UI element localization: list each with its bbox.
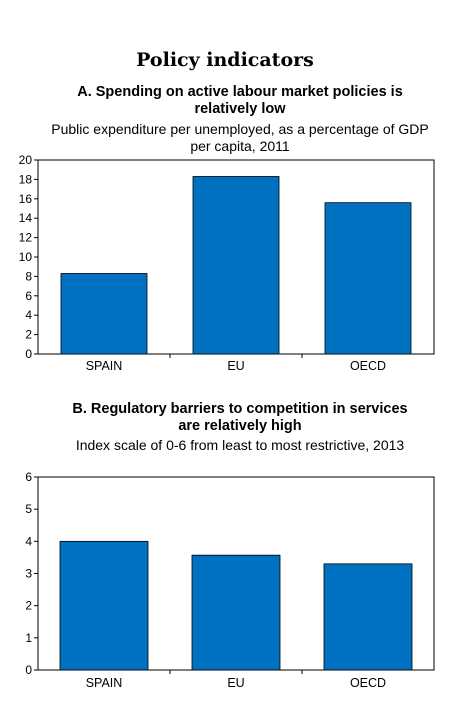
chart-a-ytick-label: 8 bbox=[25, 269, 32, 283]
chart-a-ytick-label: 14 bbox=[19, 211, 33, 225]
chart-a-bar-spain bbox=[60, 273, 148, 355]
chart-a-subtitle: Public expenditure per unemployed, as a … bbox=[51, 121, 429, 154]
chart-a-bar-eu bbox=[192, 176, 280, 355]
chart-a-ytick-label: 0 bbox=[25, 347, 32, 361]
chart-b-ytick-label: 1 bbox=[25, 631, 32, 645]
chart-b-ytick-label: 3 bbox=[25, 567, 32, 581]
chart-a-title: A. Spending on active labour market poli… bbox=[77, 84, 403, 117]
chart-b-ytick-label: 4 bbox=[25, 534, 32, 548]
chart-a-category-label: SPAIN bbox=[86, 359, 123, 373]
chart-b-bar-eu bbox=[191, 554, 281, 671]
chart-a: 0 2 4 6 8 10 12 14 16 18 20 SPAIN EU OECD bbox=[19, 153, 435, 373]
chart-a-ytick-label: 20 bbox=[19, 153, 33, 167]
chart-a-bar-oecd bbox=[324, 202, 412, 355]
chart-a-ytick-label: 10 bbox=[19, 250, 33, 264]
chart-a-ytick-label: 2 bbox=[25, 328, 32, 342]
page-title: Policy indicators bbox=[136, 49, 314, 71]
chart-a-category-label: EU bbox=[227, 359, 244, 373]
chart-b-category-label: SPAIN bbox=[86, 676, 123, 690]
chart-b-ytick-label: 5 bbox=[25, 502, 32, 516]
chart-a-ytick-label: 16 bbox=[19, 192, 33, 206]
chart-b-ytick-label: 2 bbox=[25, 599, 32, 613]
chart-a-ytick-label: 4 bbox=[25, 308, 32, 322]
chart-a-category-label: OECD bbox=[350, 359, 386, 373]
chart-b-category-label: OECD bbox=[350, 676, 386, 690]
chart-a-ytick-label: 12 bbox=[19, 231, 33, 245]
chart-b: 0 1 2 3 4 5 6 SPAIN EU OECD bbox=[25, 470, 435, 690]
chart-b-bar-spain bbox=[59, 540, 149, 671]
chart-b-ytick-label: 0 bbox=[25, 663, 32, 677]
chart-b-ytick-label: 6 bbox=[25, 470, 32, 484]
chart-b-bar-oecd bbox=[323, 563, 413, 671]
chart-b-category-label: EU bbox=[227, 676, 244, 690]
chart-a-ytick-label: 18 bbox=[19, 172, 33, 186]
chart-a-ytick-label: 6 bbox=[25, 289, 32, 303]
chart-b-title: B. Regulatory barriers to competition in… bbox=[72, 401, 408, 434]
chart-b-subtitle: Index scale of 0-6 from least to most re… bbox=[75, 437, 405, 453]
